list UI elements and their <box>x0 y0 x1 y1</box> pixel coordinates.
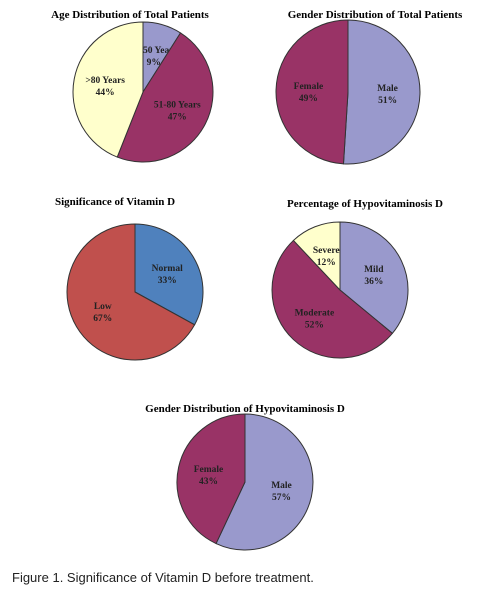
slice-value-label: 49% <box>299 94 318 104</box>
caption: Figure 1. Significance of Vitamin D befo… <box>12 570 314 585</box>
pie-slice <box>292 221 341 292</box>
slice-label: Mild <box>364 265 384 275</box>
slice-label: Female <box>294 82 324 92</box>
pie-slice <box>72 21 144 158</box>
pie-slice <box>116 32 214 163</box>
slice-value-label: 67% <box>93 314 112 324</box>
pie-slice <box>176 413 246 545</box>
slice-label: Severe <box>313 246 340 256</box>
slice-value-label: 57% <box>272 493 291 503</box>
pie-slice <box>271 239 394 359</box>
chart-title: Significance of Vitamin D <box>55 196 175 208</box>
slice-label: >80 Years <box>85 76 125 86</box>
slice-label: Female <box>194 465 224 475</box>
chart-title: Age Distribution of Total Patients <box>51 9 209 21</box>
pie-slice <box>134 223 204 326</box>
slice-label: Male <box>271 481 292 491</box>
slice-label: Normal <box>152 264 183 274</box>
chart-title: Percentage of Hypovitaminosis D <box>287 198 443 210</box>
slice-value-label: 44% <box>96 88 115 98</box>
slice-value-label: 43% <box>199 477 218 487</box>
slice-label: Low <box>94 302 112 312</box>
pie-slice <box>342 19 421 165</box>
slice-value-label: 51% <box>378 96 397 106</box>
slice-label: Moderate <box>295 308 335 318</box>
chart-title: Gender Distribution of Hypovitaminosis D <box>145 403 345 415</box>
pie-slice <box>275 19 349 165</box>
slice-value-label: 52% <box>305 320 324 330</box>
pie-slice <box>215 413 314 551</box>
chart-title: Gender Distribution of Total Patients <box>288 9 463 21</box>
slice-label: 30-50 Years <box>130 46 177 56</box>
slice-value-label: 36% <box>364 277 383 287</box>
slice-value-label: 33% <box>158 276 177 286</box>
slice-value-label: 9% <box>147 58 161 68</box>
pie-slice <box>339 221 409 335</box>
slice-value-label: 47% <box>168 112 187 122</box>
pie-slice <box>66 223 196 361</box>
slice-value-label: 12% <box>317 258 336 268</box>
slice-label: Male <box>377 84 398 94</box>
slice-label: 51-80 Years <box>154 100 201 110</box>
